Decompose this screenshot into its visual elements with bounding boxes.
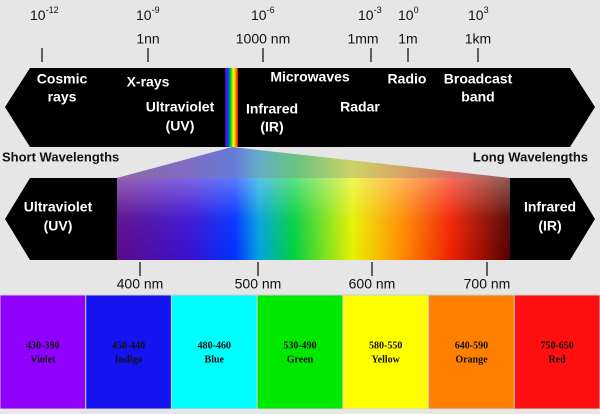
color-range: 430-390	[26, 340, 59, 351]
band-label: Cosmic	[37, 71, 88, 87]
wave-label: 10-12	[30, 5, 59, 22]
color-name: Yellow	[372, 354, 401, 365]
visible-strip	[225, 68, 238, 147]
color-name: Blue	[205, 354, 225, 365]
wave-label: 103	[468, 5, 489, 22]
color-range: 480-460	[198, 340, 231, 351]
spectrum-band	[5, 68, 595, 147]
band-label: Microwaves	[270, 69, 350, 85]
spectrum-wash	[117, 178, 510, 260]
visible-left: (UV)	[44, 218, 73, 234]
wave-label: 10-6	[251, 5, 275, 22]
color-range: 530-490	[283, 340, 316, 351]
visible-right: Infrared	[524, 199, 576, 215]
short-label: Short Wavelengths	[2, 149, 119, 164]
wave-label: 100	[398, 5, 419, 22]
length-label: 1km	[465, 31, 491, 47]
band-label: X-rays	[127, 74, 170, 90]
color-name: Green	[287, 354, 314, 365]
color-range: 450-440	[112, 340, 145, 351]
color-name: Indigo	[115, 354, 143, 365]
visible-left: Ultraviolet	[24, 199, 93, 215]
color-box	[513, 294, 600, 410]
band-label: Radar	[340, 99, 380, 115]
band-label: (IR)	[260, 119, 283, 135]
nm-label: 500 nm	[235, 276, 282, 292]
band-label: Radio	[388, 71, 427, 87]
length-label: 1m	[398, 31, 417, 47]
band-label: (UV)	[166, 118, 195, 134]
nm-label: 700 nm	[464, 276, 511, 292]
color-box	[85, 294, 172, 410]
visible-right: (IR)	[538, 218, 561, 234]
nm-label: 600 nm	[349, 276, 396, 292]
color-name: Orange	[455, 354, 488, 365]
color-range: 640-590	[455, 340, 488, 351]
band-label: Broadcast	[444, 71, 513, 87]
long-label: Long Wavelengths	[473, 149, 588, 164]
band-label: Infrared	[246, 101, 298, 117]
wave-label: 10-9	[136, 5, 160, 22]
color-box	[0, 294, 87, 410]
length-label: 1nn	[136, 31, 159, 47]
color-range: 750-650	[540, 340, 573, 351]
wave-label: 10-3	[358, 5, 382, 22]
color-box	[428, 294, 515, 410]
color-box	[170, 294, 258, 410]
color-boxes: 430-390 Violet 450-440 Indigo 480-460 Blue 530…	[0, 294, 600, 410]
band-label: rays	[48, 89, 77, 105]
light-cone-tint	[117, 147, 510, 178]
length-label: 1mm	[347, 31, 378, 47]
color-range: 580-550	[369, 340, 402, 351]
band-label: Ultraviolet	[146, 99, 215, 115]
color-box	[256, 294, 344, 410]
color-name: Violet	[30, 354, 56, 365]
length-label: 1000 nm	[236, 31, 290, 47]
scale-ticks	[41, 48, 488, 276]
nm-label: 400 nm	[117, 276, 164, 292]
color-name: Red	[549, 354, 567, 365]
band-label: band	[461, 89, 494, 105]
color-box	[342, 294, 430, 410]
